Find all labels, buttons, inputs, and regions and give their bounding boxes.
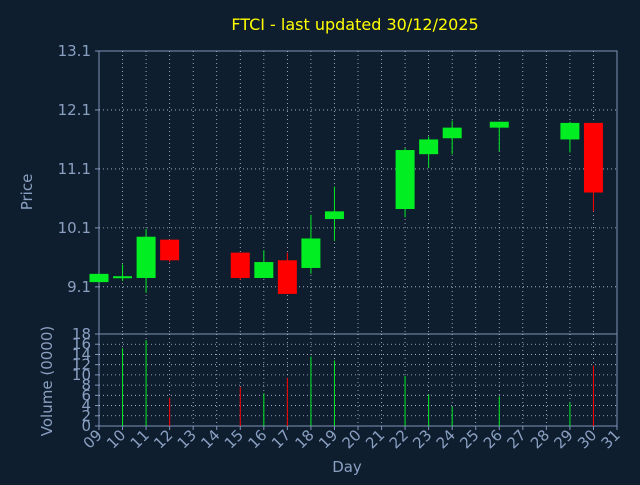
day-tick-label: 29	[551, 426, 577, 452]
volume-tick-label: 8	[81, 376, 91, 394]
day-tick-label: 16	[244, 426, 270, 452]
day-tick-label: 27	[503, 426, 529, 452]
candle-body	[277, 260, 297, 294]
volume-tick-label: 14	[72, 345, 91, 363]
candle-body	[419, 139, 439, 155]
day-tick-label: 21	[362, 426, 388, 452]
day-tick-label: 25	[456, 426, 482, 452]
day-tick-label: 30	[574, 426, 600, 452]
candle-body	[442, 127, 462, 139]
volume-tick-label: 10	[72, 366, 91, 384]
day-tick-label: 14	[197, 426, 223, 452]
day-tick-label: 11	[127, 426, 153, 452]
candle-body	[230, 252, 250, 278]
volume-tick-label: 2	[81, 407, 91, 425]
candle-body	[560, 122, 580, 140]
day-tick-label: 20	[339, 426, 365, 452]
volume-plot-frame	[98, 333, 618, 427]
day-tick-label: 22	[386, 426, 412, 452]
volume-tick-label: 6	[81, 386, 91, 404]
volume-tick-label: 16	[72, 335, 91, 353]
day-tick-label: 23	[409, 426, 435, 452]
volume-tick-label: 4	[81, 397, 91, 415]
volume-tick-label: 18	[72, 325, 91, 343]
day-tick-label: 18	[292, 426, 318, 452]
price-tick-label: 11.1	[58, 160, 91, 178]
chart-title: FTCI - last updated 30/12/2025	[231, 15, 478, 34]
price-axis-label: Price	[18, 174, 36, 211]
volume-axis-label: Volume (0000)	[38, 326, 56, 436]
day-axis-label: Day	[332, 458, 362, 476]
day-tick-label: 19	[315, 426, 341, 452]
price-panel: 9.1 10.1 11.1 12.1 13.1	[58, 42, 618, 335]
candle-body	[89, 273, 109, 283]
price-tick-label: 9.1	[67, 278, 91, 296]
day-axis: 0910111213141516171819202122232425262728…	[80, 426, 624, 452]
price-tick-label: 12.1	[58, 101, 91, 119]
day-tick-label: 24	[433, 426, 459, 452]
price-tick-label: 10.1	[58, 219, 91, 237]
day-tick-label: 28	[527, 426, 553, 452]
price-tick-label: 13.1	[58, 42, 91, 60]
candle-body	[395, 150, 415, 210]
day-tick-label: 17	[268, 426, 294, 452]
candle-body	[254, 262, 274, 278]
day-tick-label: 12	[150, 426, 176, 452]
day-tick-label: 31	[598, 426, 624, 452]
volume-tick-label: 0	[81, 417, 91, 435]
candle-body	[113, 276, 133, 279]
day-tick-label: 10	[103, 426, 129, 452]
candle-body	[160, 239, 180, 261]
candle-body	[489, 121, 509, 128]
candle-body	[136, 236, 156, 278]
day-tick-label: 26	[480, 426, 506, 452]
day-tick-label: 13	[174, 426, 200, 452]
candle-body	[324, 211, 344, 220]
volume-tick-label: 12	[72, 356, 91, 374]
day-tick-label: 15	[221, 426, 247, 452]
candle-body	[301, 238, 321, 268]
candle-body	[583, 122, 603, 193]
